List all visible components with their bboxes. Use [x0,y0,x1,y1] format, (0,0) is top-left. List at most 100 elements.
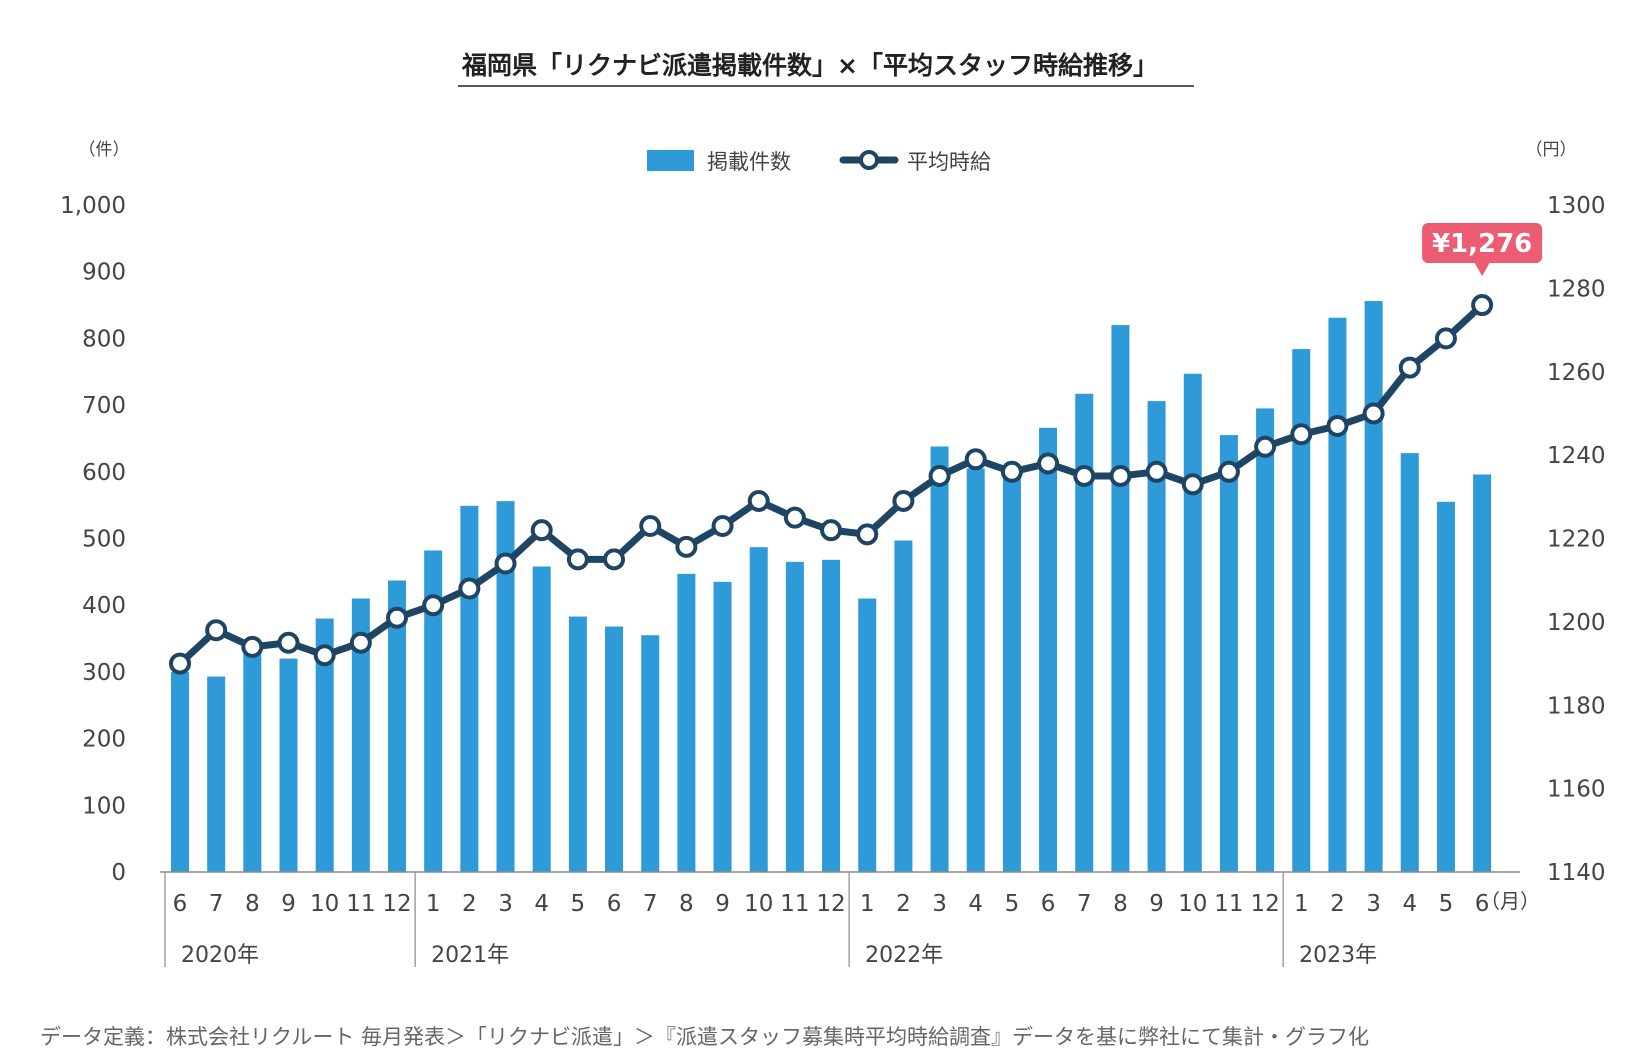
wage-point [1471,294,1494,317]
bar [1436,501,1455,872]
callout-label: ¥1,276 [1432,229,1532,259]
legend: 掲載件数 平均時給 [647,150,991,174]
right-tick-label: 1280 [1547,276,1606,302]
x-tick-label: 6 [607,891,622,917]
right-tick-label: 1140 [1547,860,1606,886]
left-tick-label: 1,000 [60,193,126,219]
x-tick-label: 9 [715,891,730,917]
x-tick-label: 6 [173,891,188,917]
wage-point [747,489,770,512]
bar [460,505,479,872]
x-axis [160,871,1520,967]
x-tick-label: 11 [780,891,809,917]
wage-point [1037,452,1060,475]
legend-line-label: 平均時給 [907,150,991,174]
wage-point [169,652,191,675]
x-tick-label: 3 [1366,891,1381,917]
bar [966,468,985,872]
x-tick-label: 4 [968,891,983,917]
bar-series [171,301,1492,873]
wage-point [349,631,372,654]
bar [207,676,226,872]
x-tick-label: 1 [1294,891,1309,917]
x-tick-label: 1 [860,891,875,917]
x-tick-label: 11 [1214,891,1243,917]
left-tick-label: 400 [82,593,126,619]
bar [279,658,298,872]
wage-point [1434,327,1457,350]
x-tick-label: 12 [816,891,845,917]
wage-point [892,489,915,512]
x-tick-label: 5 [571,891,586,917]
x-tick-label: 6 [1041,891,1056,917]
wage-point [964,448,987,471]
x-tick-label: 7 [209,891,224,917]
wage-point [783,506,806,529]
bar [677,573,696,872]
footnote: データ定義：株式会社リクルート 毎月発表＞「リクナビ派遣」＞『派遣スタッフ募集時… [40,1025,1369,1049]
bar [351,598,370,872]
bar [785,561,804,872]
callout: ¥1,276 [1422,223,1543,277]
right-tick-label: 1300 [1547,193,1606,219]
bar [930,446,949,872]
bar [315,618,334,872]
x-tick-label: 3 [932,891,947,917]
x-tick-label: 5 [1439,891,1454,917]
left-tick-label: 200 [82,727,126,753]
right-y-axis: 1140 1160 1180 1200 1220 1240 1260 1280 1300 [1547,193,1606,886]
x-tick-label: 9 [281,891,296,917]
bar [1002,471,1021,872]
year-label: 2023年 [1299,943,1377,968]
bar [641,635,660,872]
x-tick-label: 2 [462,891,477,917]
bar [858,598,877,872]
x-tick-labels: 6 7 8 9 10 11 12 1 2 3 4 5 6 7 8 9 10 11 12 1 2 3 4 5 6 7 8 9 10 11 12… [173,891,1490,917]
x-tick-label: 2 [1330,891,1345,917]
bar [1075,393,1094,872]
bar [1183,373,1202,872]
year-label: 2022年 [865,943,943,968]
left-tick-label: 700 [82,393,126,419]
wage-point [277,631,300,654]
x-tick-label: 9 [1149,891,1164,917]
x-tick-label: 11 [346,891,375,917]
wage-point [241,635,264,658]
bar [822,559,841,872]
bar [1292,349,1311,872]
left-axis-unit: （件） [79,140,130,160]
wage-point [313,644,336,667]
x-tick-label: 7 [1077,891,1092,917]
x-tick-label: 4 [534,891,549,917]
bar [1328,317,1347,872]
x-tick-label: 5 [1005,891,1020,917]
wage-point [856,523,879,546]
x-tick-label: 8 [1113,891,1128,917]
wage-point [1217,460,1240,483]
bar [1256,408,1275,872]
right-tick-label: 1240 [1547,443,1606,469]
bar [171,671,189,872]
left-tick-label: 500 [82,527,126,553]
wage-point [820,519,843,542]
wage-point [1326,414,1349,437]
bar [1219,435,1238,872]
x-tick-label: 10 [310,891,339,917]
bar [894,540,913,872]
wage-point [1109,464,1132,487]
wage-point [639,514,662,537]
wage-point [603,548,626,571]
left-tick-label: 900 [82,260,126,286]
wage-point [1073,464,1096,487]
bar [749,547,768,872]
right-tick-label: 1160 [1547,777,1606,803]
x-tick-label: 12 [382,891,411,917]
wage-point [1181,473,1204,496]
year-label: 2021年 [431,943,509,968]
right-axis-unit: （円） [1526,140,1577,160]
chart-title: 福岡県「リクナビ派遣掲載件数」×「平均スタッフ時給推移」 [461,51,1158,80]
wage-point [458,577,481,600]
left-tick-label: 0 [111,860,126,886]
wage-point [711,514,734,537]
